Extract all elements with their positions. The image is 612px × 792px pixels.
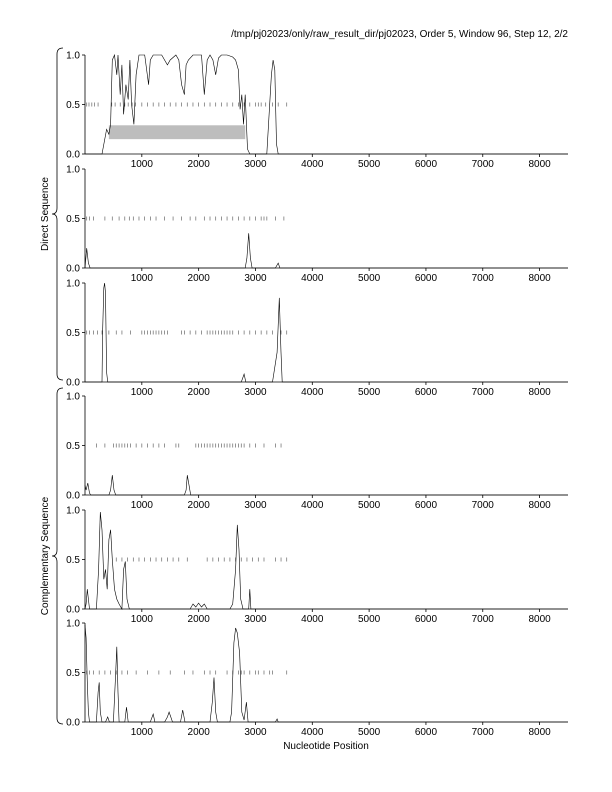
y-tick-label: 1.0: [66, 279, 80, 290]
x-tick-label: 7000: [472, 727, 495, 738]
x-tick-label: 2000: [188, 614, 211, 625]
x-tick-label: 8000: [528, 159, 551, 170]
y-tick-label: 0.0: [66, 378, 80, 389]
x-tick-label: 3000: [244, 727, 267, 738]
highlight-region: [108, 125, 246, 140]
group-bracket-direct: [51, 47, 64, 381]
series-line-1: [84, 475, 568, 496]
series-line-1: [84, 624, 568, 723]
y-tick-label: 1.0: [66, 392, 80, 403]
x-tick-label: 5000: [358, 727, 381, 738]
x-tick-label: 1000: [131, 387, 154, 398]
x-tick-label: 4000: [301, 500, 324, 511]
x-tick-label: 5000: [358, 273, 381, 284]
y-tick-label: 0.5: [66, 328, 80, 339]
x-axis-title: Nucleotide Position: [283, 741, 369, 752]
x-tick-label: 3000: [244, 273, 267, 284]
series-line-1: [85, 282, 568, 383]
x-tick-label: 6000: [415, 500, 438, 511]
y-tick-label: 0.0: [66, 150, 80, 161]
y-tick-label: 0.0: [66, 491, 80, 502]
y-tick-label: 1.0: [66, 165, 80, 176]
x-tick-label: 4000: [301, 387, 324, 398]
x-tick-label: 2000: [188, 273, 211, 284]
x-tick-label: 8000: [528, 387, 551, 398]
x-tick-label: 1000: [131, 727, 154, 738]
y-tick-label: 0.5: [66, 668, 80, 679]
group-label-direct: Direct Sequence: [40, 177, 51, 251]
x-tick-label: 5000: [358, 387, 381, 398]
y-tick-label: 0.5: [66, 441, 80, 452]
panel-6: 0.0 0.5 1.0 1000 2000 3000 4000 5000 6000 7000 800…: [66, 619, 568, 738]
x-tick-label: 3000: [244, 500, 267, 511]
x-tick-label: 3000: [244, 159, 267, 170]
x-tick-label: 3000: [244, 387, 267, 398]
x-tick-label: 8000: [528, 614, 551, 625]
x-tick-label: 1000: [131, 614, 154, 625]
y-tick-label: 0.0: [66, 264, 80, 275]
y-tick-label: 0.0: [66, 605, 80, 616]
x-tick-label: 5000: [358, 159, 381, 170]
y-tick-label: 1.0: [66, 619, 80, 630]
x-tick-label: 3000: [244, 614, 267, 625]
x-tick-label: 6000: [415, 727, 438, 738]
x-tick-label: 7000: [472, 159, 495, 170]
x-tick-label: 5000: [358, 614, 381, 625]
y-tick-label: 0.0: [66, 718, 80, 729]
y-tick-label: 0.5: [66, 100, 80, 111]
series-line-1: [85, 53, 568, 155]
panel-3: 0.0 0.5 1.0 1000 2000 3000 4000 5000 6000 7000 800…: [66, 279, 568, 398]
panel-4: 0.0 0.5 1.0 1000 2000 3000 4000 5000 6000 7000 800…: [66, 392, 568, 511]
x-tick-label: 4000: [301, 159, 324, 170]
x-tick-label: 6000: [415, 387, 438, 398]
x-tick-label: 6000: [415, 159, 438, 170]
panel-1: 0.0 0.5 1.0 1000 2000 3000 4000 5000 6000 7000 800…: [66, 51, 568, 170]
panel-5: 0.0 0.5 1.0 1000 2000 3000 4000 5000 6000 7000 800…: [66, 506, 568, 625]
series-line-1: [84, 233, 568, 269]
x-tick-label: 8000: [528, 500, 551, 511]
x-tick-label: 2000: [188, 500, 211, 511]
x-tick-label: 1000: [131, 500, 154, 511]
x-tick-label: 1000: [131, 159, 154, 170]
x-tick-label: 6000: [415, 614, 438, 625]
x-tick-label: 7000: [472, 273, 495, 284]
x-tick-label: 4000: [301, 273, 324, 284]
x-tick-label: 2000: [188, 387, 211, 398]
panel-2: 0.0 0.5 1.0 1000 2000 3000 4000 5000 6000 7000 800…: [66, 165, 568, 284]
x-tick-label: 6000: [415, 273, 438, 284]
x-tick-label: 8000: [528, 273, 551, 284]
panels-container: 0.0 0.5 1.0 1000 2000 3000 4000 5000 6000 7000 800…: [66, 51, 568, 738]
x-tick-label: 7000: [472, 614, 495, 625]
chart-title: /tmp/pj02023/only/raw_result_dir/pj02023…: [231, 29, 568, 40]
x-tick-label: 4000: [301, 727, 324, 738]
x-tick-label: 8000: [528, 727, 551, 738]
x-tick-label: 2000: [188, 727, 211, 738]
y-tick-label: 0.5: [66, 555, 80, 566]
group-bracket-complementary: [51, 387, 64, 725]
x-tick-label: 7000: [472, 500, 495, 511]
y-tick-label: 1.0: [66, 51, 80, 62]
x-tick-label: 5000: [358, 500, 381, 511]
x-tick-label: 7000: [472, 387, 495, 398]
x-tick-label: 1000: [131, 273, 154, 284]
y-tick-label: 1.0: [66, 506, 80, 517]
series-line-1: [84, 511, 568, 611]
x-tick-label: 4000: [301, 614, 324, 625]
x-tick-label: 2000: [188, 159, 211, 170]
group-label-complementary: Complementary Sequence: [40, 496, 51, 615]
y-tick-label: 0.5: [66, 214, 80, 225]
